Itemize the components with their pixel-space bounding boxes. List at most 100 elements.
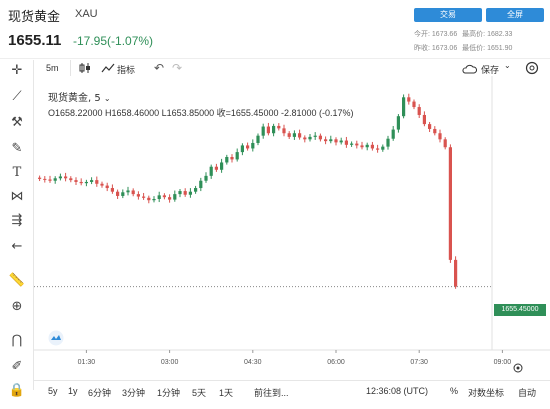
candle-body	[350, 143, 354, 145]
quote-row-1: 今开: 1673.66 最高价: 1682.33	[414, 29, 512, 39]
chart-legend-name[interactable]: 现货黄金, 5 ⌄	[48, 89, 111, 104]
auto-scale-toggle[interactable]: 自动	[518, 388, 537, 398]
candle-body	[282, 128, 286, 134]
trade-button[interactable]: 交易	[414, 8, 482, 22]
candle-body	[386, 138, 390, 147]
candle-body	[74, 180, 78, 182]
tradingview-logo-icon[interactable]	[46, 330, 66, 346]
goto-date-button[interactable]: 前往到...	[254, 388, 289, 398]
prev-close-label: 昨收:	[414, 45, 430, 52]
candle-body	[318, 135, 322, 140]
high-label: 最高价:	[462, 31, 486, 38]
axis-settings-icon[interactable]	[512, 362, 524, 374]
text-tool-icon[interactable]: T	[12, 165, 22, 180]
x-tick-label: 03:00	[161, 359, 179, 366]
candle-body	[334, 139, 338, 143]
candle-body	[69, 178, 73, 181]
drawing-toolbar: ✛ ⟋ ⚒ ✎ T ⋈ ⇶ ← 📏 ⊕ ⋂ ✐ 🔒	[0, 60, 34, 398]
candle-body	[121, 192, 125, 196]
instrument-code: XAU	[75, 8, 98, 20]
range-1d[interactable]: 1天	[219, 388, 234, 398]
candle-style-icon[interactable]	[78, 62, 92, 74]
save-button[interactable]: 保存	[481, 65, 500, 75]
indicators-icon[interactable]	[101, 62, 115, 74]
lock-drawing-icon[interactable]: ✐	[11, 359, 23, 374]
candle-body	[412, 101, 416, 108]
candle-body	[438, 133, 442, 140]
candle-body	[251, 142, 255, 149]
gear-icon[interactable]	[524, 60, 540, 76]
forecast-icon[interactable]: ⇶	[11, 213, 23, 228]
indicators-button[interactable]: 指标	[117, 65, 136, 75]
lock-icon[interactable]: 🔒	[8, 383, 26, 398]
candle-body	[235, 152, 239, 160]
x-tick-label: 04:30	[244, 359, 262, 366]
candle-body	[220, 162, 224, 170]
chevron-down-icon[interactable]: ⌄	[504, 61, 511, 70]
candle-body	[396, 116, 400, 130]
zoom-in-icon[interactable]: ⊕	[11, 299, 23, 314]
candle-body	[324, 139, 328, 142]
brush-icon[interactable]: ✎	[11, 141, 23, 156]
candle-body	[90, 180, 94, 182]
candle-body	[64, 176, 68, 179]
candle-body	[136, 194, 140, 197]
candle-body	[339, 140, 343, 143]
price-chart[interactable]: 01:30 03:00 04:30 06:00 07:30 09:00	[34, 76, 550, 376]
candle-body	[142, 196, 146, 198]
range-3min[interactable]: 3分钟	[122, 388, 146, 398]
candle-body	[344, 140, 348, 145]
pattern-icon[interactable]: ⋈	[10, 189, 24, 204]
range-1y[interactable]: 1y	[68, 386, 78, 396]
last-price: 1655.11	[8, 32, 62, 49]
candle-body	[376, 148, 380, 150]
candle-body	[84, 181, 88, 184]
range-1min[interactable]: 1分钟	[157, 388, 181, 398]
fullscreen-button[interactable]: 全屏	[486, 8, 544, 22]
cloud-icon[interactable]	[461, 63, 477, 74]
range-6min[interactable]: 6分钟	[88, 388, 112, 398]
candle-body	[272, 125, 276, 134]
fib-tool-icon[interactable]: ⚒	[11, 115, 23, 130]
interval-selector[interactable]: 5m	[46, 63, 59, 73]
candle-body	[246, 145, 250, 149]
candle-body	[157, 195, 161, 199]
candle-body	[100, 183, 104, 186]
candle-body	[43, 178, 47, 180]
magnet-icon[interactable]: ⋂	[11, 333, 23, 348]
toolbar-sep	[70, 60, 71, 76]
candle-body	[448, 147, 452, 260]
candle-body	[277, 125, 281, 129]
candle-body	[381, 146, 385, 150]
candle-body	[287, 133, 291, 137]
toolbar-divider	[0, 58, 550, 59]
candle-body	[178, 191, 182, 195]
open-label: 今开:	[414, 31, 430, 38]
candle-body	[131, 190, 135, 195]
log-scale-toggle[interactable]: 对数坐标	[468, 388, 505, 398]
candle-body	[443, 139, 447, 148]
prev-close-value: 1673.06	[431, 45, 458, 52]
candle-body	[110, 188, 114, 192]
undo-icon[interactable]: ↶	[154, 61, 165, 75]
candle-body	[422, 114, 426, 125]
redo-icon[interactable]: ↷	[172, 61, 183, 75]
candle-body	[360, 145, 364, 148]
price-change: -17.95(-1.07%)	[73, 34, 154, 48]
candle-body	[79, 181, 83, 184]
legend-name: 现货黄金, 5	[48, 93, 101, 104]
trend-line-icon[interactable]: ⟋	[12, 89, 22, 104]
candle-body	[116, 191, 120, 196]
percent-toggle[interactable]: %	[450, 386, 459, 396]
range-5d[interactable]: 5天	[192, 388, 207, 398]
crosshair-icon[interactable]: ✛	[11, 63, 23, 78]
ohlc-readout: O1658.22000 H1658.46000 L1653.85000 收=16…	[48, 108, 354, 118]
candle-body	[428, 124, 432, 129]
candle-body	[126, 190, 130, 193]
bottom-divider	[34, 380, 550, 381]
chevron-down-icon: ⌄	[103, 94, 111, 103]
ruler-icon[interactable]: 📏	[8, 273, 26, 288]
back-arrow-icon[interactable]: ←	[11, 239, 23, 254]
candle-body	[370, 144, 374, 149]
range-5y[interactable]: 5y	[48, 386, 58, 396]
